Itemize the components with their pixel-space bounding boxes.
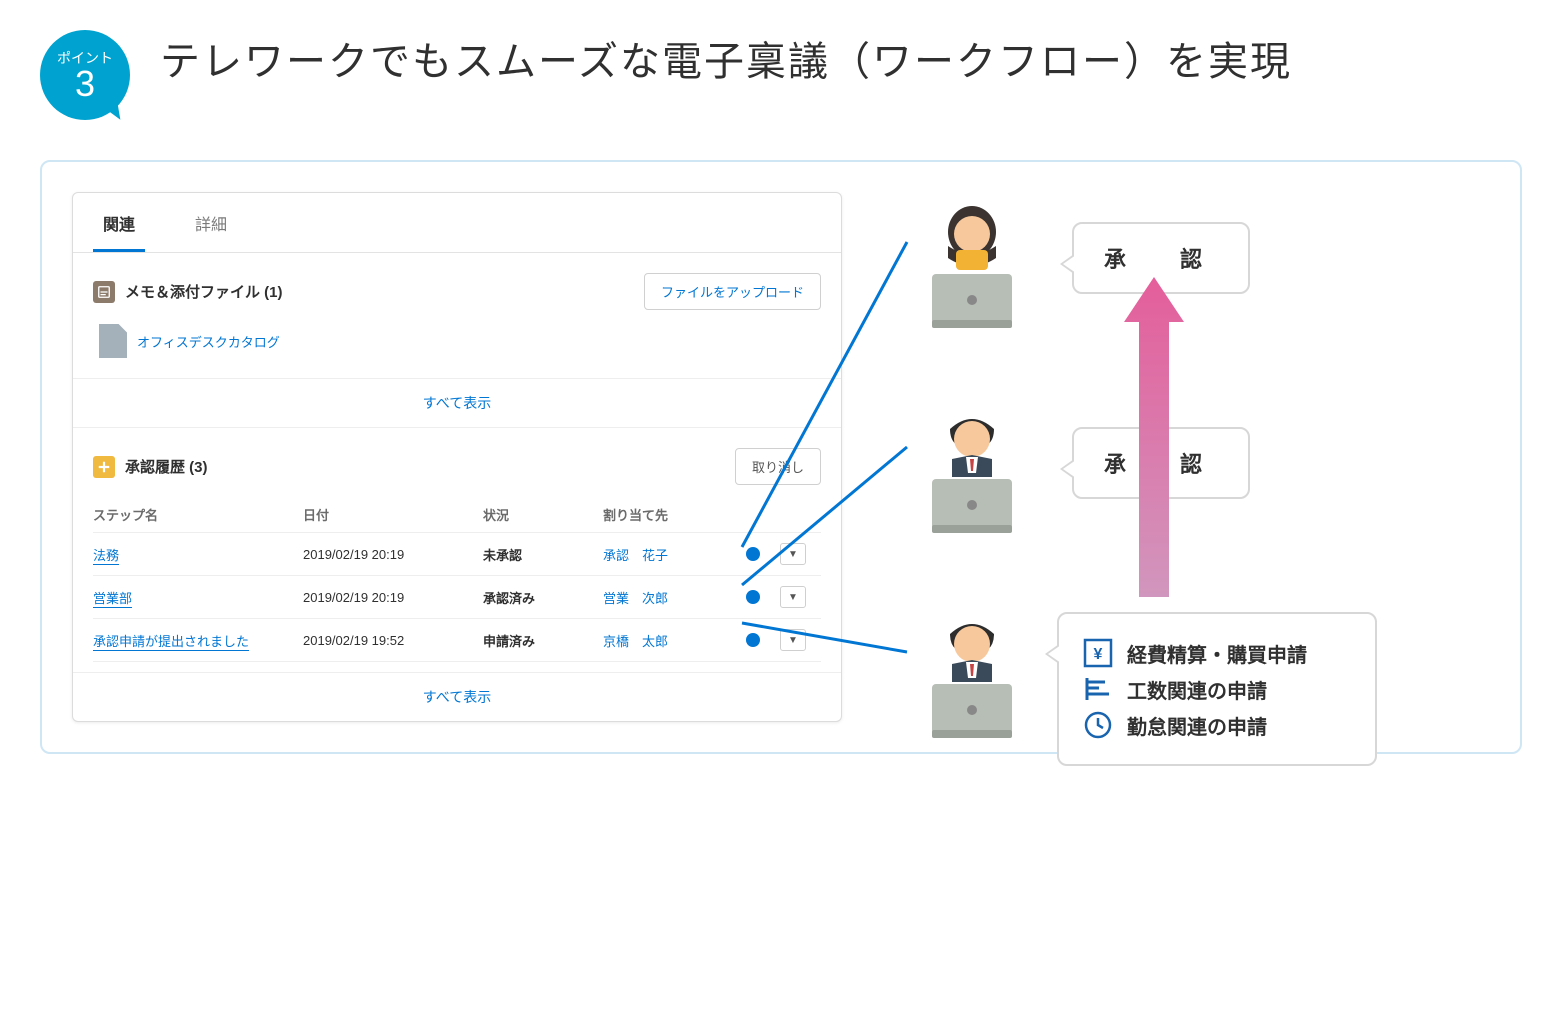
point-badge: ポイント 3 bbox=[40, 30, 130, 120]
cell-date: 2019/02/19 20:19 bbox=[303, 547, 483, 562]
step-link[interactable]: 営業部 bbox=[93, 591, 132, 608]
callout-item: 勤怠関連の申請 bbox=[1083, 710, 1351, 740]
th-date: 日付 bbox=[303, 505, 483, 524]
th-assignee: 割り当て先 bbox=[603, 505, 733, 524]
approval-section: 承認履歴 (3) 取り消し ステップ名 日付 状況 割り当て先 法務 2019/… bbox=[73, 427, 841, 673]
request-types-callout: ¥ 経費精算・購買申請 工数関連の申請 勤怠関連の申請 bbox=[1057, 612, 1377, 766]
chart-icon bbox=[1083, 674, 1113, 704]
status-dot bbox=[746, 633, 760, 647]
approval-title: 承認履歴 (3) bbox=[125, 456, 208, 477]
memo-icon bbox=[93, 281, 115, 303]
callout-label: 勤怠関連の申請 bbox=[1127, 711, 1267, 740]
tabs: 関連 詳細 bbox=[73, 193, 841, 253]
badge-number: 3 bbox=[75, 66, 95, 102]
assignee-link[interactable]: 承認 花子 bbox=[603, 548, 668, 563]
row-menu-button[interactable]: ▼ bbox=[780, 543, 806, 565]
approver-person-top bbox=[912, 202, 1032, 332]
status-dot bbox=[746, 547, 760, 561]
callout-item: 工数関連の申請 bbox=[1083, 674, 1351, 704]
step-link[interactable]: 法務 bbox=[93, 548, 119, 565]
cell-status: 承認済み bbox=[483, 588, 603, 607]
cell-status: 未承認 bbox=[483, 545, 603, 564]
clock-icon bbox=[1083, 710, 1113, 740]
table-header-row: ステップ名 日付 状況 割り当て先 bbox=[93, 495, 821, 533]
callout-label: 工数関連の申請 bbox=[1127, 675, 1267, 704]
attached-file-row[interactable]: オフィスデスクカタログ bbox=[93, 320, 821, 368]
yen-icon: ¥ bbox=[1083, 638, 1113, 668]
tab-related[interactable]: 関連 bbox=[93, 193, 145, 252]
cancel-button[interactable]: 取り消し bbox=[735, 448, 821, 485]
tab-detail[interactable]: 詳細 bbox=[185, 193, 237, 252]
approval-icon bbox=[93, 456, 115, 478]
memo-section: メモ＆添付ファイル (1) ファイルをアップロード オフィスデスクカタログ bbox=[73, 253, 841, 379]
callout-item: ¥ 経費精算・購買申請 bbox=[1083, 638, 1351, 668]
status-dot bbox=[746, 590, 760, 604]
approval-show-all[interactable]: すべて表示 bbox=[73, 673, 841, 721]
file-link[interactable]: オフィスデスクカタログ bbox=[137, 332, 280, 351]
upload-button[interactable]: ファイルをアップロード bbox=[644, 273, 821, 310]
flow-arrow-up-icon bbox=[1124, 277, 1184, 597]
file-icon bbox=[99, 324, 127, 358]
table-row: 承認申請が提出されました 2019/02/19 19:52 申請済み 京橋 太郎… bbox=[93, 619, 821, 662]
assignee-link[interactable]: 営業 次郎 bbox=[603, 591, 668, 606]
memo-show-all[interactable]: すべて表示 bbox=[73, 379, 841, 427]
table-row: 営業部 2019/02/19 20:19 承認済み 営業 次郎 ▼ bbox=[93, 576, 821, 619]
approval-flow: 承 認 承 認 bbox=[852, 192, 1490, 722]
applicant-person bbox=[912, 612, 1032, 742]
table-row: 法務 2019/02/19 20:19 未承認 承認 花子 ▼ bbox=[93, 533, 821, 576]
page-title: テレワークでもスムーズな電子稟議（ワークフロー）を実現 bbox=[160, 30, 1292, 94]
approver-person-mid bbox=[912, 407, 1032, 537]
th-step: ステップ名 bbox=[93, 505, 303, 524]
th-status: 状況 bbox=[483, 505, 603, 524]
cell-date: 2019/02/19 20:19 bbox=[303, 590, 483, 605]
content-frame: 関連 詳細 メモ＆添付ファイル (1) ファイルをアップロード オフィスデスクカ… bbox=[40, 160, 1522, 754]
memo-title: メモ＆添付ファイル (1) bbox=[125, 281, 283, 302]
row-menu-button[interactable]: ▼ bbox=[780, 629, 806, 651]
row-menu-button[interactable]: ▼ bbox=[780, 586, 806, 608]
ui-panel: 関連 詳細 メモ＆添付ファイル (1) ファイルをアップロード オフィスデスクカ… bbox=[72, 192, 842, 722]
cell-status: 申請済み bbox=[483, 631, 603, 650]
step-link[interactable]: 承認申請が提出されました bbox=[93, 634, 249, 651]
assignee-link[interactable]: 京橋 太郎 bbox=[603, 634, 668, 649]
svg-text:¥: ¥ bbox=[1094, 646, 1103, 663]
cell-date: 2019/02/19 19:52 bbox=[303, 633, 483, 648]
callout-label: 経費精算・購買申請 bbox=[1127, 639, 1307, 668]
